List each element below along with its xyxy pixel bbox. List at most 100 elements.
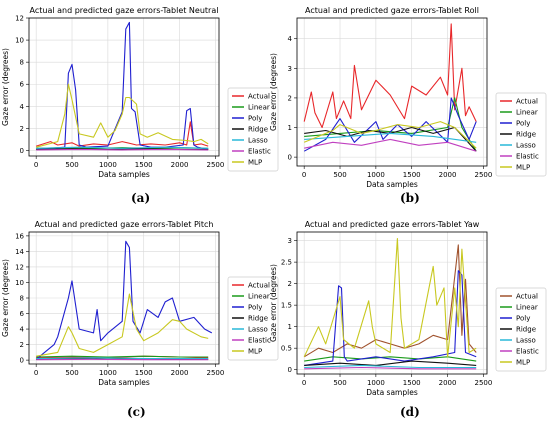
plot-frame — [28, 17, 220, 157]
series-line-mlp — [36, 83, 209, 148]
chart-title: Actual and predicted gaze errors-Tablet … — [35, 220, 214, 229]
series-line-poly — [36, 21, 209, 150]
series-line-actual — [36, 121, 209, 147]
chart-panel-3: 0 500 1000 1500 2000 2500 0 0.5 1 1.5 2 2.5 3 Actual … — [269, 220, 547, 397]
legend-entry: Poly — [516, 315, 530, 323]
series-line-ridge — [304, 360, 477, 366]
legend-entry: Linear — [516, 109, 538, 117]
x-tick-label: 0 — [302, 379, 306, 387]
legend-entry: Ridge — [516, 326, 536, 334]
legend-entry: Poly — [248, 115, 262, 123]
x-tick-label: 2500 — [475, 379, 493, 387]
x-axis-label: Data samples — [98, 170, 150, 179]
legend-entry: Actual — [248, 93, 270, 101]
series-line-actual — [303, 244, 477, 358]
chart-panel-1: 0 500 1000 1500 2000 2500 0 1 2 3 4 Actual and pred… — [269, 6, 547, 189]
panel-label-a: (a) — [131, 191, 151, 205]
panel-label-c: (c) — [127, 405, 146, 419]
legend-entry: MLP — [248, 159, 262, 167]
x-tick-label: 0 — [34, 369, 38, 377]
legend-entry: Elastic — [516, 348, 539, 356]
legend-entry: Lasso — [248, 326, 268, 334]
y-tick-label: 16 — [15, 232, 24, 240]
legend: Actual Linear Poly Ridge Lasso Elastic MLP — [495, 287, 547, 372]
legend-entry: Poly — [248, 304, 262, 312]
legend-entry: Actual — [516, 98, 538, 106]
legend-entry: MLP — [516, 164, 530, 172]
y-tick-label: 1 — [288, 323, 292, 331]
x-tick-label: 1000 — [367, 171, 385, 179]
y-tick-label: 8 — [20, 295, 24, 303]
x-tick-label: 1000 — [99, 369, 117, 377]
legend-entry: Actual — [516, 293, 538, 301]
y-tick-label: 2 — [20, 341, 24, 349]
legend-entry: Lasso — [516, 142, 536, 150]
y-tick-label: 0 — [288, 154, 292, 162]
legend-entry: Poly — [516, 120, 530, 128]
x-tick-label: 2000 — [439, 171, 457, 179]
chart-title: Actual and predicted gaze errors-Tablet … — [305, 220, 480, 229]
y-tick-label: 2 — [20, 125, 24, 133]
y-tick-label: 2 — [288, 280, 292, 288]
x-tick-label: 500 — [65, 369, 78, 377]
y-tick-label: 4 — [288, 35, 293, 43]
legend-entry: Ridge — [248, 126, 268, 134]
x-tick-label: 500 — [333, 379, 346, 387]
series-line-linear — [36, 355, 209, 358]
y-tick-label: 2 — [288, 94, 292, 102]
y-axis-label: Gaze error (degrees) — [1, 259, 10, 337]
y-tick-label: 10 — [15, 279, 24, 287]
legend-entry: Linear — [516, 304, 538, 312]
chart-title: Actual and predicted gaze errors-Tablet … — [30, 6, 219, 15]
y-axis-label: Gaze error (degrees) — [269, 264, 278, 342]
y-tick-label: 1.5 — [281, 302, 292, 310]
x-tick-label: 0 — [34, 161, 38, 169]
x-axis-label: Data samples — [366, 388, 418, 397]
series-line-mlp — [303, 237, 477, 358]
y-tick-label: 0 — [20, 357, 24, 365]
y-tick-label: 6 — [20, 81, 25, 89]
x-tick-label: 500 — [65, 161, 78, 169]
x-tick-label: 1500 — [135, 369, 153, 377]
series-line-actual — [303, 23, 477, 129]
y-tick-label: 2.5 — [281, 259, 292, 267]
y-tick-label: 6 — [20, 310, 25, 318]
y-tick-label: 4 — [20, 103, 25, 111]
x-axis-label: Data samples — [366, 180, 418, 189]
y-tick-label: 0 — [288, 366, 292, 374]
y-tick-label: 0 — [20, 147, 24, 155]
series-line-mlp — [303, 121, 477, 149]
y-tick-label: 4 — [20, 326, 25, 334]
y-tick-label: 3 — [288, 237, 292, 245]
series-line-poly — [304, 270, 477, 366]
series-line-elastic — [304, 138, 477, 152]
y-tick-label: 8 — [20, 59, 24, 67]
series-line-poly — [35, 240, 213, 360]
x-axis-label: Data samples — [98, 378, 150, 387]
y-tick-label: 1 — [288, 124, 292, 132]
panel-label-b: (b) — [400, 191, 420, 205]
legend-entry: Ridge — [516, 131, 536, 139]
plot-frame — [296, 17, 488, 167]
x-tick-label: 2000 — [171, 161, 189, 169]
legend: Actual Linear Poly Ridge Lasso Elastic MLP — [227, 87, 279, 172]
series-line-poly — [303, 97, 477, 152]
legend-entry: Elastic — [248, 148, 271, 156]
legend: Actual Linear Poly Ridge Lasso Elastic MLP — [495, 92, 547, 177]
series-line-elastic — [36, 148, 209, 151]
legend: Actual Linear Poly Ridge Lasso Elastic MLP — [227, 276, 279, 361]
legend-entry: Lasso — [516, 337, 536, 345]
x-tick-label: 1500 — [403, 171, 421, 179]
legend-entry: MLP — [516, 359, 530, 367]
plot-frame — [296, 231, 488, 375]
legend-entry: Ridge — [248, 315, 268, 323]
x-tick-label: 0 — [302, 171, 306, 179]
x-tick-label: 1500 — [135, 161, 153, 169]
series-line-lasso — [304, 132, 477, 143]
legend-entry: Elastic — [516, 153, 539, 161]
x-tick-label: 2000 — [439, 379, 457, 387]
series-line-lasso — [304, 364, 477, 369]
legend-entry: Lasso — [248, 137, 268, 145]
y-tick-label: 3 — [288, 65, 292, 73]
